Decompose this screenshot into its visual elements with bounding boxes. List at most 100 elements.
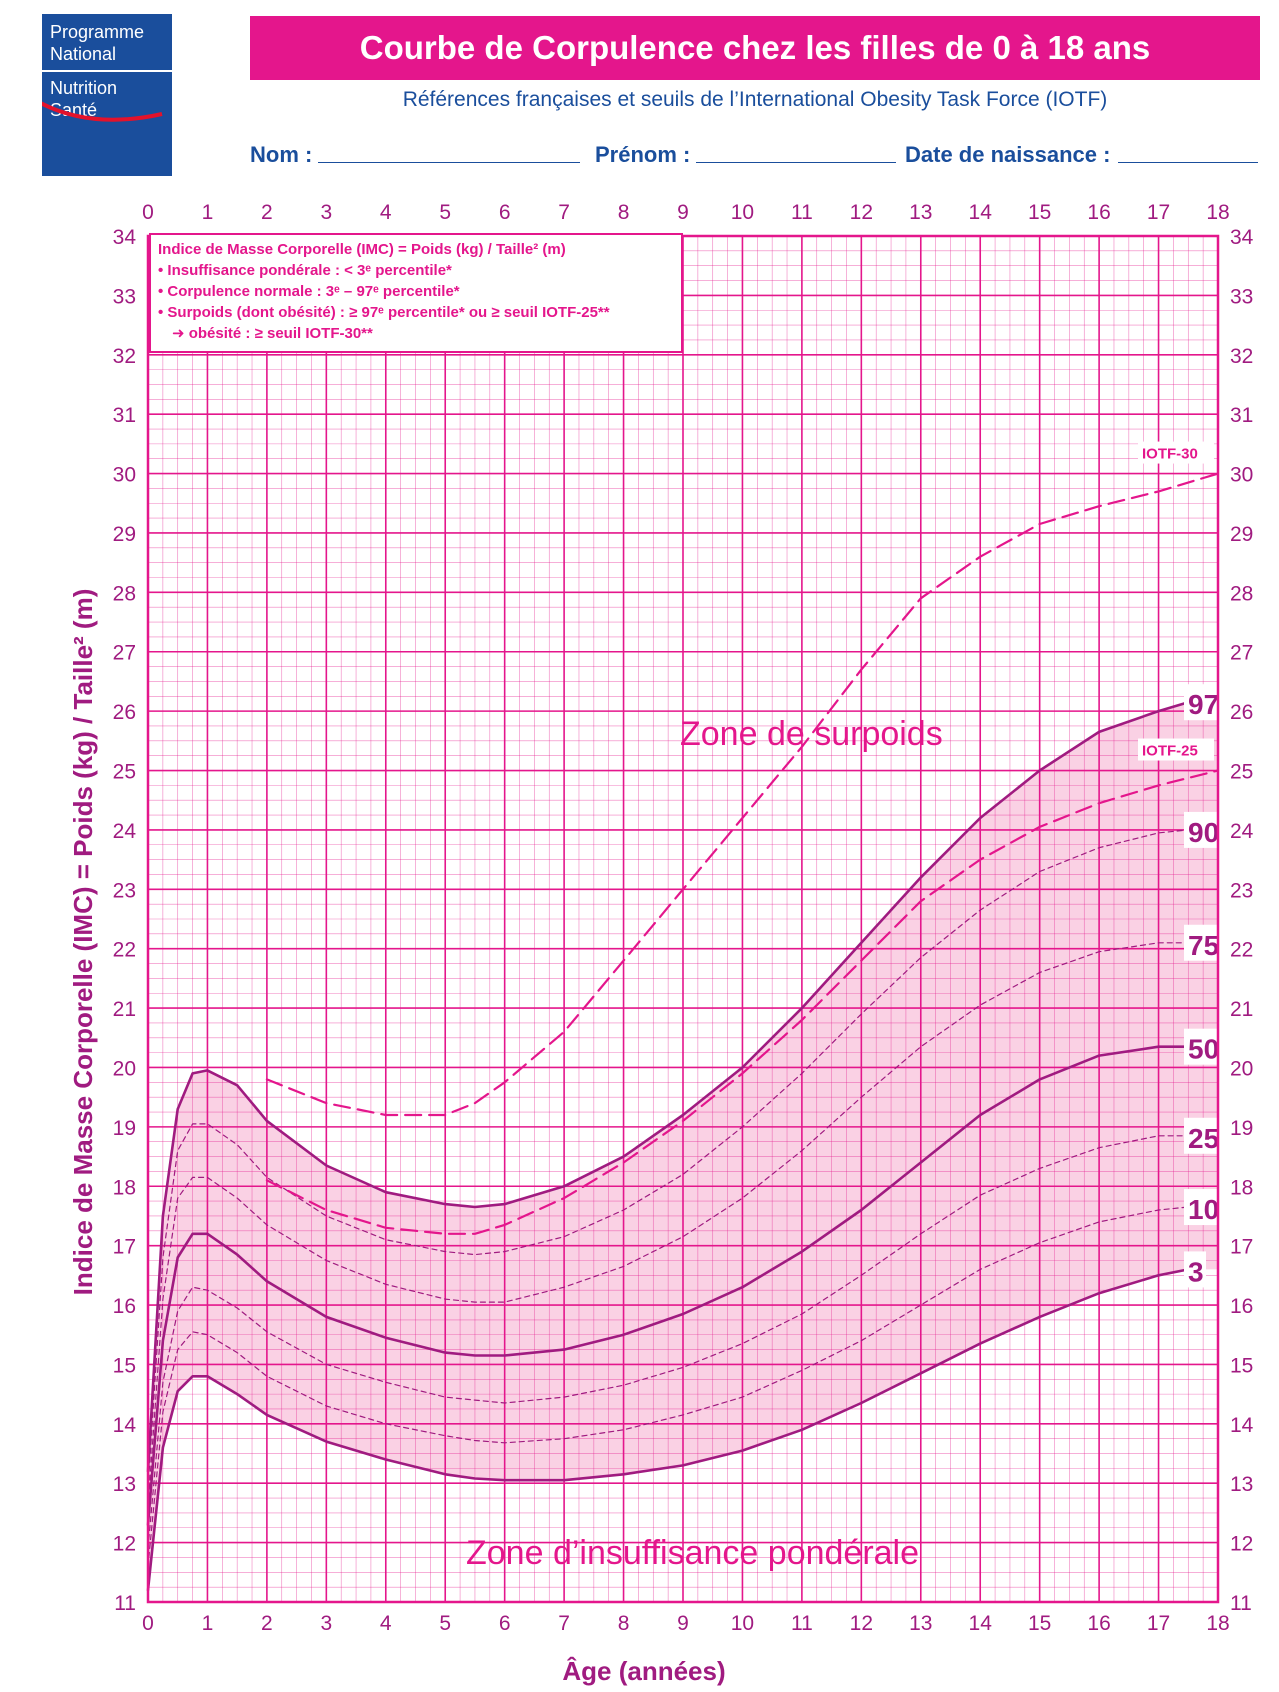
- logo-line4: Santé: [50, 100, 97, 120]
- y-tick-right: 11: [1230, 1592, 1252, 1615]
- x-tick-bottom: 6: [499, 1612, 511, 1635]
- x-tick-bottom: 9: [677, 1612, 689, 1635]
- legend-line-1: Indice de Masse Corporelle (IMC) = Poids…: [158, 241, 566, 258]
- x-tick-bottom: 13: [909, 1612, 932, 1635]
- y-tick-right: 14: [1230, 1414, 1254, 1437]
- x-tick-bottom: 14: [969, 1612, 993, 1635]
- y-tick-right: 34: [1230, 226, 1254, 249]
- y-tick-right: 24: [1230, 820, 1254, 843]
- x-tick-bottom: 0: [142, 1612, 154, 1635]
- x-tick-bottom: 17: [1147, 1612, 1170, 1635]
- y-tick-right: 23: [1230, 879, 1253, 902]
- label-bg-p50: [1184, 1028, 1220, 1065]
- y-tick-left: 16: [113, 1295, 136, 1318]
- x-tick-top: 11: [791, 201, 813, 224]
- x-tick-bottom: 2: [261, 1612, 273, 1635]
- curve-25: [147, 1135, 1189, 1550]
- y-tick-right: 13: [1230, 1473, 1253, 1496]
- logo-line2: National: [50, 44, 116, 64]
- y-tick-right: 18: [1230, 1176, 1253, 1199]
- x-tick-top: 9: [677, 201, 689, 224]
- label-bg-p90: [1184, 811, 1220, 848]
- y-tick-right: 33: [1230, 285, 1253, 308]
- y-tick-right: 30: [1230, 464, 1253, 487]
- x-tick-bottom: 18: [1206, 1612, 1229, 1635]
- logo-line3: Nutrition: [50, 78, 117, 98]
- curve-label-p3: 3: [1188, 1256, 1204, 1287]
- y-tick-left: 27: [113, 642, 136, 665]
- y-tick-left: 28: [113, 582, 136, 605]
- y-tick-right: 20: [1230, 1057, 1253, 1080]
- label-bg-p25: [1184, 1117, 1220, 1154]
- y-tick-right: 28: [1230, 582, 1253, 605]
- date-naissance-field[interactable]: [1118, 162, 1258, 163]
- x-tick-bottom: 8: [618, 1612, 630, 1635]
- zone-surpoids-label: Zone de surpoids: [680, 715, 943, 753]
- prenom-field[interactable]: [696, 162, 896, 163]
- curve-10: [147, 1206, 1189, 1567]
- y-tick-left: 18: [113, 1176, 136, 1199]
- legend-line-4: • Surpoids (dont obésité) : ≥ 97ᵉ percen…: [158, 304, 610, 321]
- y-tick-right: 27: [1230, 642, 1253, 665]
- curve-label-p10: 10: [1188, 1194, 1219, 1225]
- page-subtitle: Références françaises et seuils de l’Int…: [402, 88, 1108, 111]
- y-tick-right: 15: [1230, 1354, 1253, 1377]
- curve-label-iotf-25: IOTF-25: [1142, 743, 1198, 760]
- x-tick-top: 16: [1087, 201, 1110, 224]
- y-tick-left: 29: [113, 523, 136, 546]
- curve-label-p97: 97: [1188, 689, 1219, 720]
- label-bg-p10: [1184, 1189, 1220, 1226]
- x-tick-bottom: 4: [380, 1612, 392, 1635]
- y-tick-left: 24: [113, 820, 137, 843]
- legend-line-2: • Insuffisance pondérale : < 3ᵉ percenti…: [158, 262, 452, 279]
- curve-iotf-25: [265, 769, 1220, 1235]
- curve-label-p90: 90: [1188, 817, 1219, 848]
- y-tick-right: 16: [1230, 1295, 1253, 1318]
- x-tick-bottom: 15: [1028, 1612, 1051, 1635]
- y-tick-left: 14: [113, 1414, 137, 1437]
- x-tick-bottom: 12: [850, 1612, 873, 1635]
- label-bg-iotf-30: [1138, 441, 1214, 464]
- y-tick-right: 19: [1230, 1117, 1253, 1140]
- curve-label-p50: 50: [1188, 1034, 1219, 1065]
- axis-ticks: 0011223344556677889910101111121213131414…: [113, 201, 1254, 1635]
- y-tick-right: 21: [1230, 998, 1253, 1021]
- nom-field[interactable]: [318, 162, 580, 163]
- page-title: Courbe de Corpulence chez les filles de …: [250, 16, 1260, 80]
- y-tick-left: 31: [113, 404, 136, 427]
- legend-line-5: ➜ obésité : ≥ seuil IOTF-30**: [172, 325, 373, 342]
- x-tick-top: 17: [1147, 201, 1170, 224]
- curve-3: [146, 1268, 1190, 1592]
- label-bg-p3: [1184, 1251, 1206, 1288]
- x-tick-top: 3: [320, 201, 332, 224]
- y-tick-left: 21: [113, 998, 136, 1021]
- y-tick-left: 25: [113, 761, 136, 784]
- percentile-curves: 97 90 75 50 25 10 3 IOTF-30 IOTF-25: [146, 441, 1220, 1592]
- x-tick-bottom: 1: [202, 1612, 214, 1635]
- logo-line1: Programme: [50, 22, 144, 42]
- y-tick-right: 32: [1230, 345, 1253, 368]
- y-tick-left: 34: [113, 226, 137, 249]
- y-tick-left: 30: [113, 464, 136, 487]
- nom-label: Nom :: [250, 142, 313, 167]
- zone-insuffisance-label: Zone d’insuffisance pondérale: [466, 1534, 919, 1572]
- x-tick-bottom: 16: [1087, 1612, 1110, 1635]
- y-tick-left: 12: [113, 1533, 136, 1556]
- legend-box: Indice de Masse Corporelle (IMC) = Poids…: [149, 233, 683, 353]
- x-tick-top: 5: [439, 201, 451, 224]
- y-tick-left: 11: [114, 1592, 136, 1615]
- label-bg-iotf-25: [1138, 738, 1214, 761]
- x-tick-bottom: 5: [439, 1612, 451, 1635]
- y-axis-title: Indice de Masse Corporelle (IMC) = Poids…: [68, 589, 98, 1296]
- y-tick-left: 23: [113, 879, 136, 902]
- x-tick-top: 14: [969, 201, 993, 224]
- curve-label-p25: 25: [1188, 1123, 1219, 1154]
- patient-form: Nom : Prénom : Date de naissance :: [0, 142, 1279, 172]
- y-tick-left: 26: [113, 701, 136, 724]
- y-tick-right: 25: [1230, 761, 1253, 784]
- x-tick-top: 8: [618, 201, 630, 224]
- label-bg-p97: [1184, 684, 1220, 721]
- y-tick-right: 26: [1230, 701, 1253, 724]
- y-tick-left: 22: [113, 939, 136, 962]
